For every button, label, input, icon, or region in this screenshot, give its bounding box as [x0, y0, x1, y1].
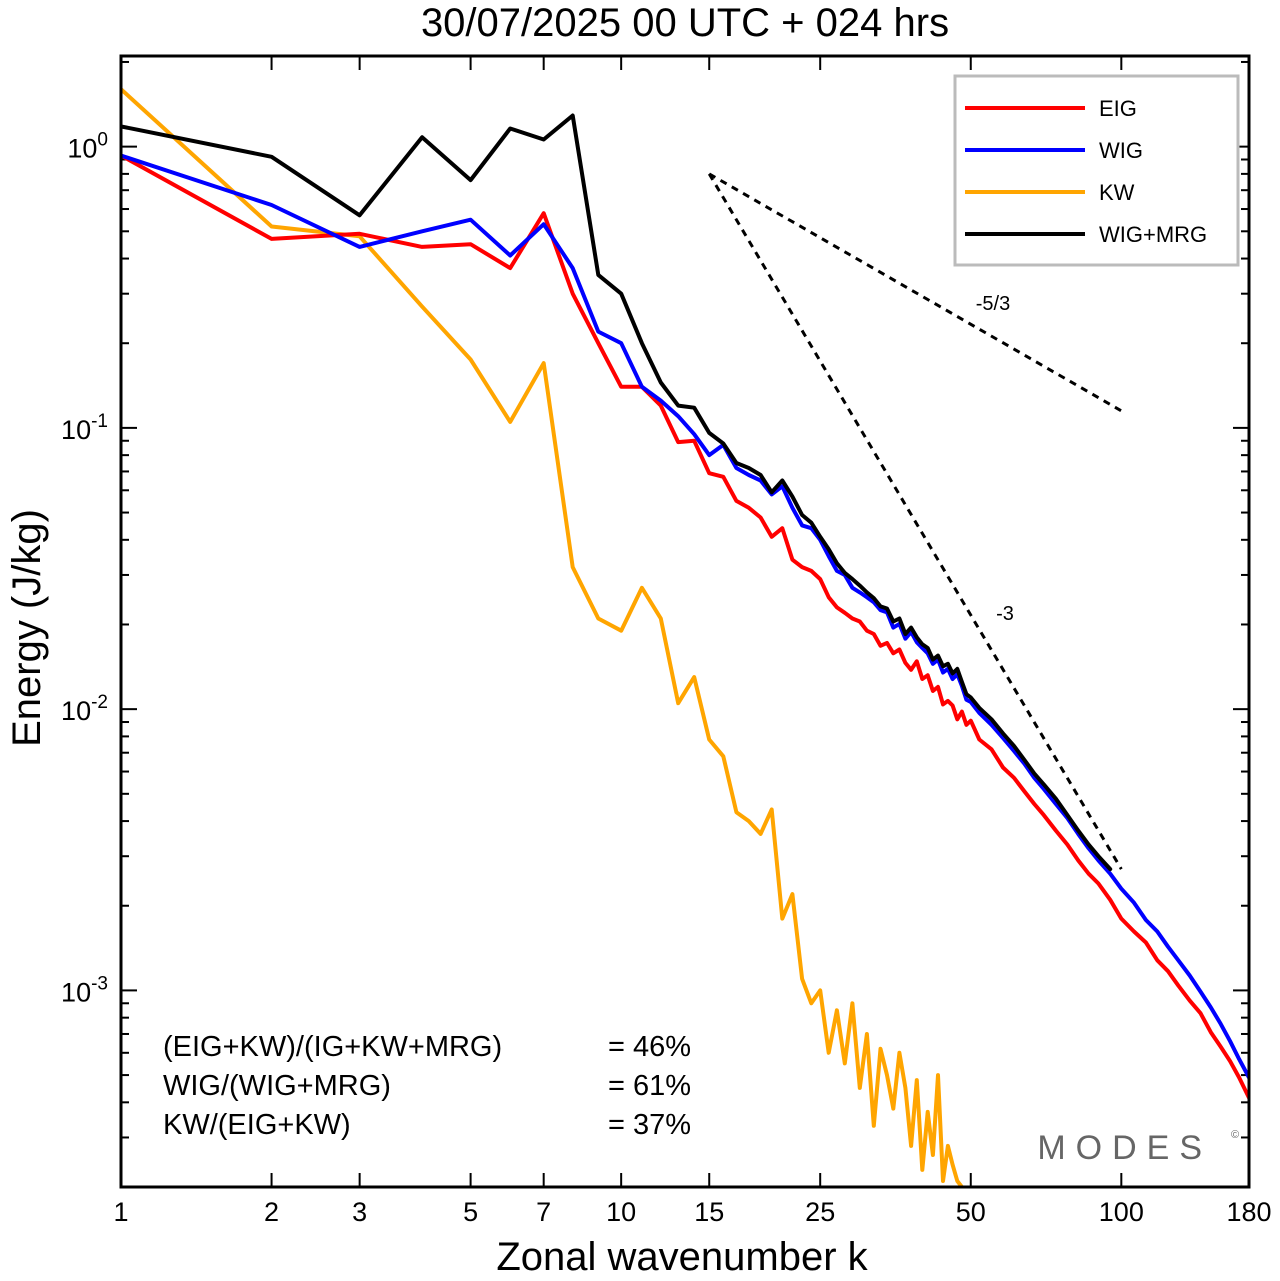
x-tick-label-1: 1 [113, 1197, 128, 1227]
x-tick-label-50: 50 [956, 1197, 986, 1227]
x-tick-label-10: 10 [606, 1197, 636, 1227]
legend-label-eig: EIG [1099, 96, 1137, 121]
y-tick-label-0.1: 10-1 [61, 411, 108, 445]
modes-watermark: MODES [1037, 1129, 1212, 1167]
x-axis-label: Zonal wavenumber k [496, 1235, 868, 1279]
copyright-mark: © [1231, 1129, 1239, 1141]
ratio-annotations: (EIG+KW)/(IG+KW+MRG) = 46% WIG/(WIG+MRG)… [163, 1031, 691, 1141]
series-layer [121, 87, 1249, 1187]
chart-title: 30/07/2025 00 UTC + 024 hrs [421, 1, 949, 45]
series-line-wig [121, 153, 1249, 1080]
series-line-kw [121, 87, 964, 1187]
ratio-label-wig: WIG/(WIG+MRG) [163, 1070, 391, 1102]
ratio-label-eig-kw: (EIG+KW)/(IG+KW+MRG) [163, 1031, 502, 1063]
ratio-value-eig-kw: = 46% [608, 1031, 691, 1063]
reference-label-three: -3 [996, 603, 1014, 625]
ratio-value-wig: = 61% [608, 1070, 691, 1102]
y-axis-label: Energy (J/kg) [5, 509, 49, 747]
x-tick-label-25: 25 [805, 1197, 835, 1227]
x-tick-label-5: 5 [463, 1197, 478, 1227]
axis-ticks: 1 2 3 5 7 10 15 25 50 100 180 100 10-1 10-2 10-3 [61, 56, 1272, 1227]
legend-items: EIG WIG KW WIG+MRG [965, 96, 1207, 247]
reference-line-slope-five-thirds [708, 172, 1123, 413]
x-tick-label-100: 100 [1099, 1197, 1144, 1227]
legend: EIG WIG KW WIG+MRG [953, 74, 1240, 267]
reference-lines: -5/3 -3 [707, 172, 1123, 870]
legend-label-wig: WIG [1099, 138, 1143, 163]
y-tick-label-0.001: 10-3 [61, 973, 108, 1007]
series-line-wig-mrg [121, 113, 1113, 872]
ratio-value-kw: = 37% [608, 1109, 691, 1141]
x-tick-label-15: 15 [694, 1197, 724, 1227]
reference-line-slope-three [707, 173, 1123, 870]
y-tick-label-0.01: 10-2 [61, 692, 108, 726]
legend-label-kw: KW [1099, 180, 1135, 205]
x-tick-label-180: 180 [1226, 1197, 1271, 1227]
x-tick-label-2: 2 [264, 1197, 279, 1227]
x-tick-label-3: 3 [352, 1197, 367, 1227]
y-tick-label-1: 100 [67, 130, 108, 164]
legend-label-wig-mrg: WIG+MRG [1099, 222, 1207, 247]
ratio-label-kw: KW/(EIG+KW) [163, 1109, 351, 1141]
x-tick-label-7: 7 [536, 1197, 551, 1227]
reference-label-five-thirds: -5/3 [976, 293, 1010, 315]
series-line-eig [121, 153, 1249, 1100]
plot-frame [119, 54, 1251, 1189]
